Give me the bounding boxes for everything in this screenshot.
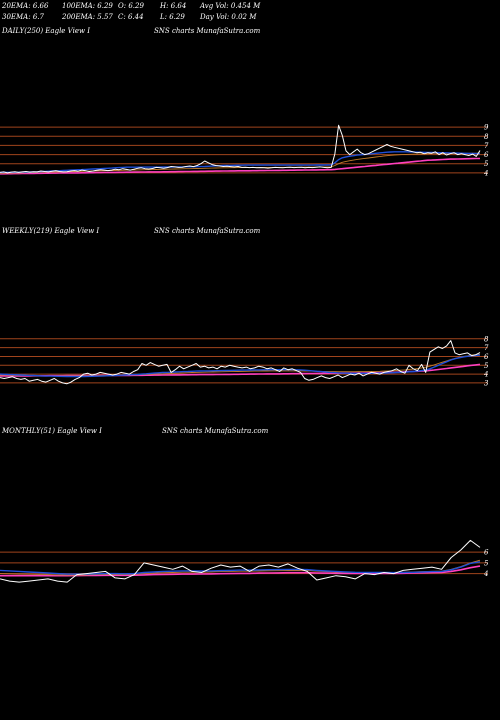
daily-ytick-label: 6	[484, 151, 489, 159]
daily-ema-mid-line	[0, 152, 481, 174]
stat-20ema: 20EMA: 6.66	[2, 2, 49, 10]
daily-close-line	[0, 124, 481, 174]
daily-ema-slow-line	[0, 157, 480, 175]
stat-day-vol: Day Vol: 0.02 M	[200, 13, 257, 21]
weekly-ytick-label: 5	[484, 362, 489, 370]
daily-ema-fast-line	[0, 151, 481, 174]
daily-ytick-label: 5	[484, 160, 489, 168]
stat-100ema: 100EMA: 6.29	[62, 2, 113, 10]
weekly-close-line	[0, 340, 481, 385]
monthly-ytick-label: 5	[484, 559, 489, 567]
stat-low: L: 6.29	[160, 13, 185, 21]
weekly-ytick-label: 8	[484, 335, 489, 343]
stat-close: C: 6.44	[118, 13, 144, 21]
weekly-ytick-label: 6	[484, 353, 489, 361]
monthly-ema-fast-line	[0, 561, 481, 575]
weekly-ytick-label: 7	[484, 344, 489, 352]
weekly-ytick-label: 3	[484, 379, 489, 387]
weekly-watermark: SNS charts MunafaSutra.com	[154, 227, 261, 235]
weekly-ema-fast-line	[0, 354, 481, 378]
daily-panel-label: DAILY(250) Eagle View I	[2, 27, 90, 35]
monthly-close-line	[0, 539, 481, 583]
stat-200ema: 200EMA: 5.57	[62, 13, 113, 21]
stat-open: O: 6.29	[118, 2, 144, 10]
daily-ytick-label: 7	[484, 142, 489, 150]
weekly-ytick-label: 4	[483, 371, 488, 379]
monthly-ema-slow-line	[0, 565, 481, 577]
stat-high: H: 6.64	[160, 2, 187, 10]
weekly-panel-label: WEEKLY(219) Eagle View I	[2, 227, 100, 235]
daily-ytick-label: 4	[483, 169, 488, 177]
monthly-watermark: SNS charts MunafaSutra.com	[162, 427, 269, 435]
daily-ytick-label: 8	[484, 133, 489, 141]
monthly-panel-label: MONTHLY(51) Eagle View I	[2, 427, 102, 435]
stat-avg-vol: Avg Vol: 0.454 M	[200, 2, 261, 10]
monthly-ytick-label: 6	[484, 549, 489, 557]
daily-ytick-label: 9	[484, 124, 489, 132]
stat-30ema: 30EMA: 6.7	[2, 13, 44, 21]
monthly-ytick-label: 4	[483, 570, 488, 578]
daily-watermark: SNS charts MunafaSutra.com	[154, 27, 261, 35]
